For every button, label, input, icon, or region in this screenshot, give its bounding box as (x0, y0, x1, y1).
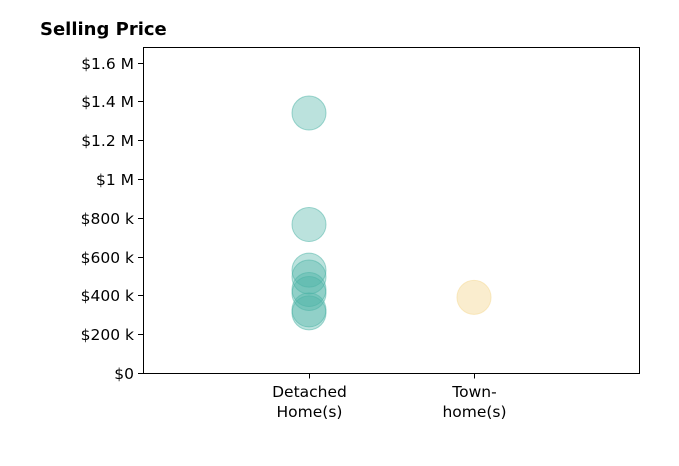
y-tick-label: $0 (114, 365, 134, 383)
axes: $0 $200 k $400 k $600 k $800 k $1 M $1.2 M $1.4… (81, 47, 640, 421)
x-tick-label-line: Detached (272, 383, 347, 401)
y-tick-label: $1.6 M (81, 55, 134, 73)
plot-frame (143, 47, 640, 374)
y-tick-label: $800 k (81, 210, 134, 228)
data-points-layer (291, 95, 492, 331)
y-tick-label: $200 k (81, 326, 134, 344)
x-tick-label: Detached Home(s) (272, 383, 347, 421)
y-tick-label: $400 k (81, 287, 134, 305)
chart-title: Selling Price (40, 19, 167, 40)
data-point (291, 275, 327, 311)
y-tick-label: $1.4 M (81, 93, 134, 111)
data-point (291, 95, 327, 131)
y-tick-label: $1.2 M (81, 132, 134, 150)
data-point (456, 279, 492, 315)
y-tick-label: $1 M (96, 171, 134, 189)
data-point (291, 259, 327, 295)
x-tick-label: Town-home(s) (442, 383, 506, 421)
data-point (291, 207, 327, 243)
data-point (291, 295, 327, 331)
x-tick-label-line: home(s) (442, 403, 506, 421)
y-tick-label: $600 k (81, 249, 134, 267)
x-tick-label-line: Town- (451, 383, 496, 401)
x-tick-label-line: Home(s) (277, 403, 343, 421)
